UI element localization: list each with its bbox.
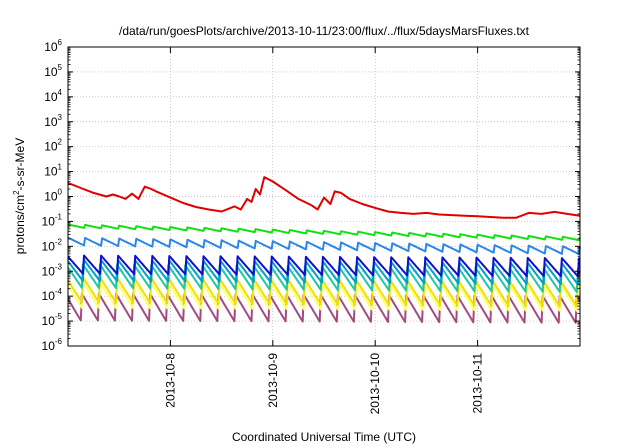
y-tick-label: 103 [44, 113, 62, 129]
chart-title: /data/run/goesPlots/archive/2013-10-11/2… [119, 24, 530, 38]
y-tick-label: 102 [44, 138, 62, 154]
x-tick-label: 2013-10-9 [266, 353, 280, 408]
y-tick-label: 105 [44, 63, 62, 79]
series-line [67, 254, 581, 278]
series-line [67, 292, 581, 324]
y-tick-label: 10-1 [42, 212, 63, 228]
x-tick-label: 2013-10-8 [163, 353, 177, 408]
y-tick-label: 104 [44, 88, 62, 104]
axis-ticks [68, 46, 580, 347]
y-tick-label: 10-6 [42, 337, 63, 353]
series-line [67, 223, 581, 242]
series-line [67, 263, 581, 293]
y-tick-label: 10-3 [42, 262, 63, 278]
y-tick-label: 10-5 [42, 312, 63, 328]
series-line [67, 276, 581, 308]
y-tick-labels: 10-6 10-5 10-4 10-3 10-2 10-1 100 101 102 103 104 1… [42, 38, 63, 353]
y-axis-label: protons/cm2-s-sr-MeV [12, 138, 27, 254]
y-tick-label: 10-4 [42, 287, 63, 303]
series-line [67, 236, 581, 256]
x-axis-label: Coordinated Universal Time (UTC) [232, 430, 416, 444]
x-tick-label: 2013-10-11 [471, 353, 485, 414]
x-tick-label: 2013-10-10 [368, 353, 382, 415]
y-tick-label: 10-2 [42, 237, 63, 253]
series-line [67, 258, 581, 286]
series-line [67, 280, 581, 312]
data-series [67, 176, 581, 324]
x-tick-labels: 2013-10-8 2013-10-9 2013-10-10 2013-10-11 [163, 353, 484, 415]
series-line [67, 176, 581, 219]
y-tick-label: 100 [44, 188, 62, 204]
y-tick-label: 101 [44, 163, 62, 179]
y-tick-label: 106 [44, 38, 62, 54]
